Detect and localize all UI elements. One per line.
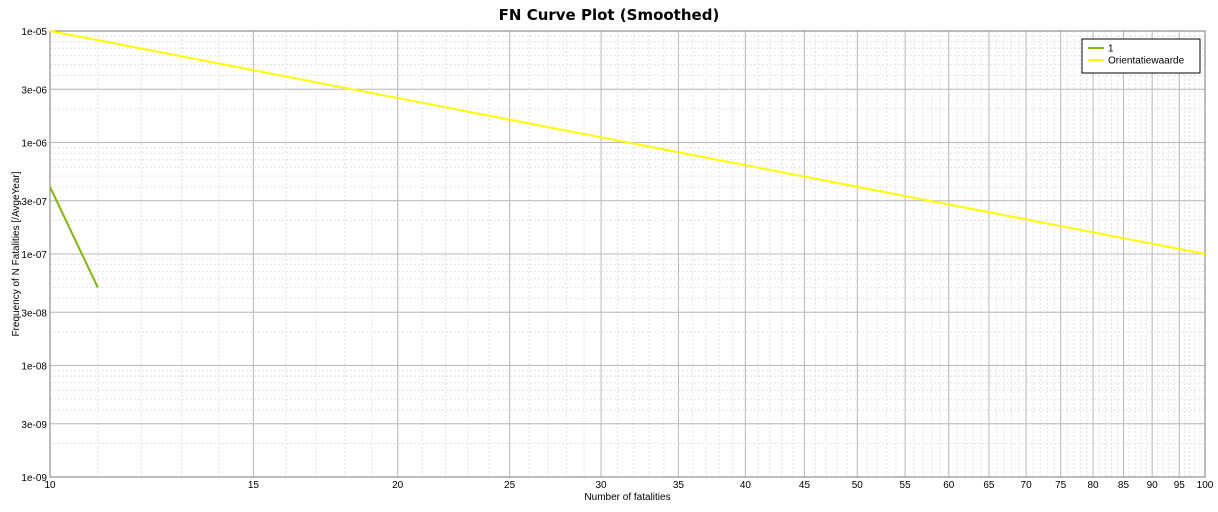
y-tick-label: 1e-08 xyxy=(21,362,47,373)
series-line xyxy=(49,30,1206,255)
x-tick-label: 55 xyxy=(900,480,912,491)
y-tick-label: 3e-09 xyxy=(21,420,47,431)
y-tick-label: 1e-09 xyxy=(21,473,47,484)
x-tick-label: 60 xyxy=(943,480,955,491)
x-tick-label: 75 xyxy=(1055,480,1067,491)
x-tick-label: 65 xyxy=(983,480,995,491)
x-tick-label: 25 xyxy=(504,480,516,491)
x-tick-label: 50 xyxy=(852,480,864,491)
x-tick-label: 20 xyxy=(392,480,404,491)
x-tick-label: 100 xyxy=(1197,480,1214,491)
x-tick-label: 95 xyxy=(1174,480,1186,491)
legend-label: 1 xyxy=(1108,44,1114,55)
y-tick-label: 3e-07 xyxy=(21,197,47,208)
x-tick-label: 70 xyxy=(1021,480,1033,491)
x-tick-label: 35 xyxy=(673,480,685,491)
legend-box xyxy=(1081,38,1201,74)
x-tick-label: 80 xyxy=(1088,480,1100,491)
grid xyxy=(49,30,1206,478)
x-tick-label: 15 xyxy=(248,480,260,491)
y-tick-label: 1e-07 xyxy=(21,250,47,261)
legend-label: Orientatiewaarde xyxy=(1108,56,1185,67)
y-tick-label: 3e-06 xyxy=(21,85,47,96)
y-axis-title: Frequency of N Fatalities [/AvgeYear] xyxy=(11,171,22,336)
y-tick-label: 3e-08 xyxy=(21,308,47,319)
x-tick-label: 40 xyxy=(740,480,752,491)
series-layer xyxy=(49,30,1206,289)
x-axis-ticks: 10 15 20 25 30 35 40 45 50 55 60 65 70 75 80 85 90 95 100 xyxy=(44,480,1213,491)
y-tick-label: 1e-06 xyxy=(21,139,47,150)
x-tick-label: 85 xyxy=(1118,480,1130,491)
series-line xyxy=(49,186,99,289)
x-tick-label: 10 xyxy=(44,480,56,491)
x-tick-label: 90 xyxy=(1147,480,1159,491)
x-axis-title: Number of fatalities xyxy=(584,492,670,503)
x-tick-label: 45 xyxy=(799,480,811,491)
y-tick-label: 1e-05 xyxy=(21,27,47,38)
y-axis-ticks: 1e-09 3e-09 1e-08 3e-08 1e-07 3e-07 1e-06 3e-06… xyxy=(21,27,47,484)
x-tick-label: 30 xyxy=(596,480,608,491)
chart-title: FN Curve Plot (Smoothed) xyxy=(498,6,720,24)
